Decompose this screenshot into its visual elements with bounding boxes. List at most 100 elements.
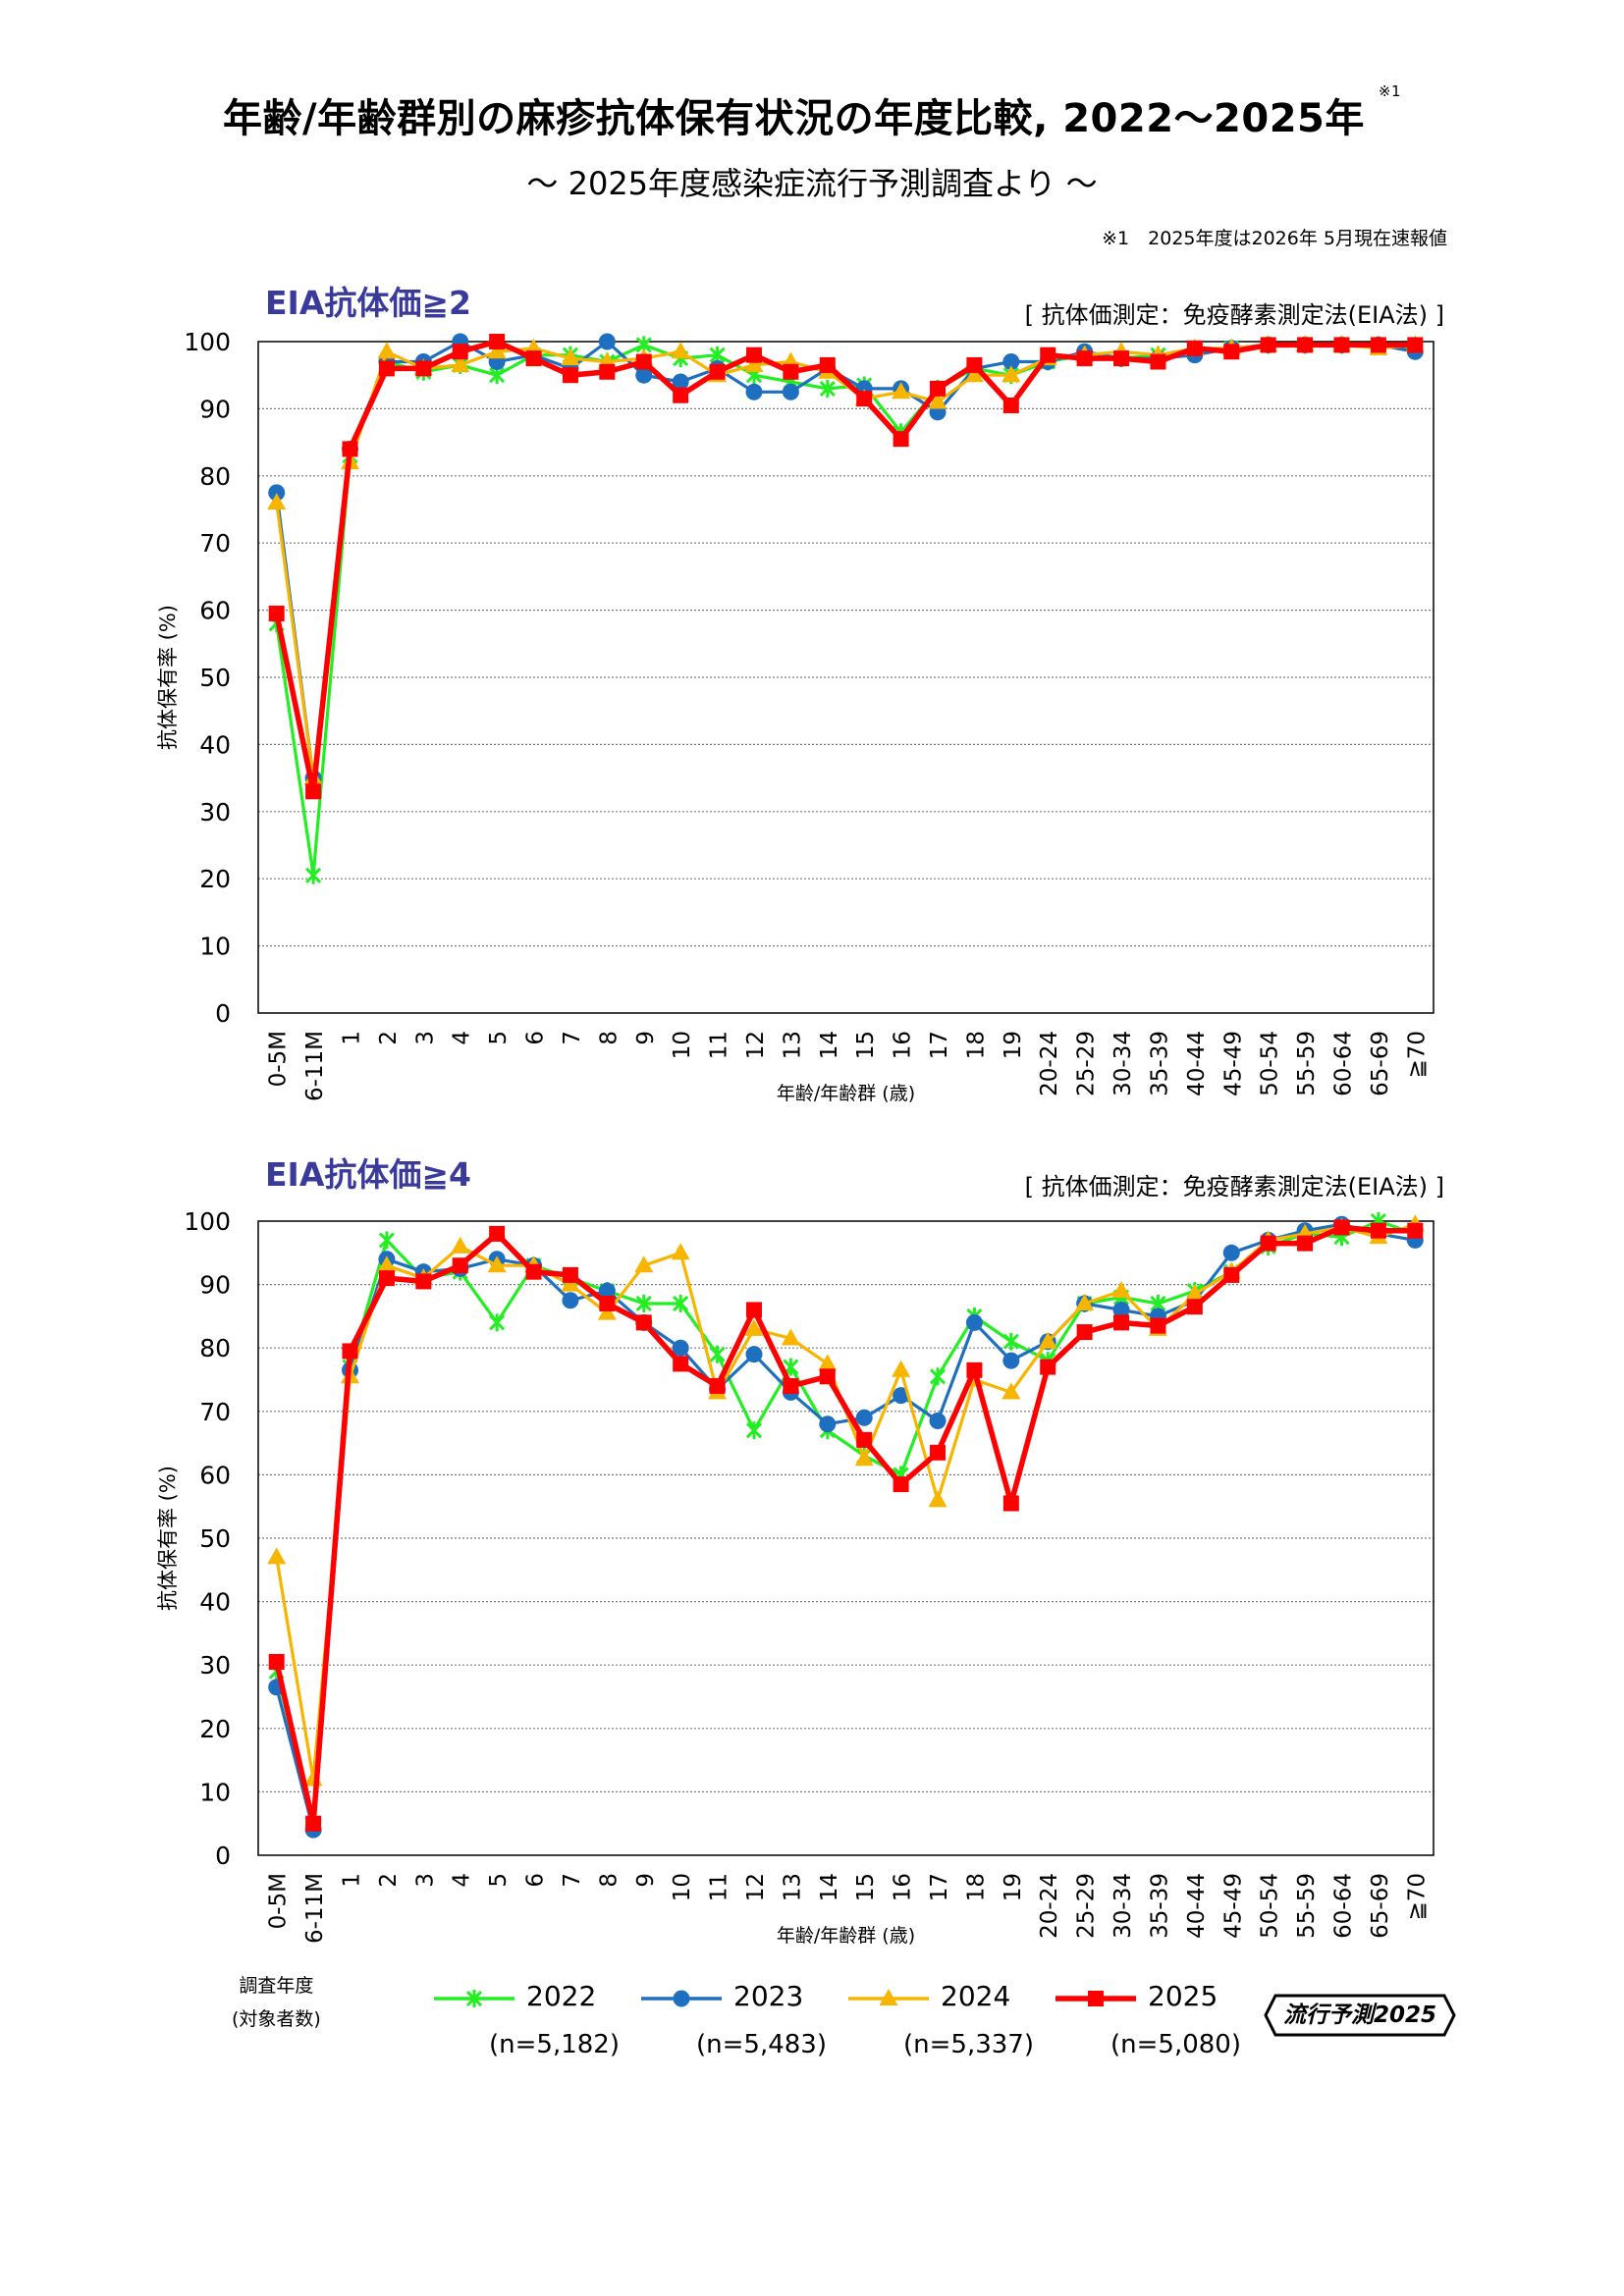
chart1-ytick-label: 60 (199, 597, 231, 625)
chart2-point-2025 (1186, 1299, 1203, 1315)
chart2-point-2024 (781, 1328, 800, 1346)
chart1-point-2025 (1040, 347, 1056, 363)
chart2-point-2025 (489, 1225, 506, 1242)
chart2-point-2025 (893, 1476, 909, 1493)
chart2-point-2023 (1002, 1352, 1020, 1369)
legend-label-2022: 2022 (526, 1980, 597, 2012)
chart1-ytick-label: 10 (199, 933, 231, 961)
chart2-point-2024 (634, 1255, 654, 1273)
chart1-point-2025 (1407, 337, 1424, 353)
chart2-point-2024 (818, 1354, 838, 1371)
chart2-point-2024 (377, 1255, 397, 1273)
chart2-xtick-label: 60-64 (1330, 1873, 1356, 1939)
chart2-xtick-label: 19 (1001, 1873, 1026, 1901)
chart1-series-2023 (268, 333, 1424, 787)
chart2-point-2025 (1333, 1219, 1350, 1236)
chart1-xtick-label: 11 (707, 1031, 732, 1059)
page-title-text: 年齢/年齢群別の麻疹抗体保有状況の年度比較, 2022～2025年 (222, 96, 1365, 141)
chart1-xtick-label: 6-11M (302, 1031, 328, 1101)
chart1-point-2025 (893, 431, 909, 448)
chart2-point-2025 (1370, 1222, 1386, 1239)
chart2-ytick-label: 70 (199, 1398, 231, 1426)
chart1-ytick-label: 30 (199, 798, 231, 827)
chart1-point-2025 (783, 363, 799, 380)
chart1-point-2025 (1186, 340, 1203, 356)
chart1-ytick-label: 50 (199, 664, 231, 692)
chart2-xtick-label: 3 (412, 1873, 438, 1888)
chart2-xtick-label: 11 (707, 1873, 732, 1901)
chart1-point-2025 (709, 363, 726, 380)
chart1-point-2023 (672, 373, 689, 391)
chart1-point-2025 (268, 606, 285, 622)
chart1-plot-frame (257, 341, 1435, 1014)
chart1-point-2025 (856, 391, 873, 407)
chart2-point-2025 (1260, 1235, 1276, 1252)
chart2-point-2022 (378, 1231, 395, 1250)
chart1-point-2023 (268, 484, 286, 502)
chart2-point-2024 (267, 1547, 287, 1565)
chart2-point-2025 (745, 1302, 762, 1318)
chart2-xtick-label: 18 (963, 1873, 989, 1901)
chart2-xtick-label: 6 (523, 1873, 549, 1888)
chart2-ytick-label: 50 (199, 1524, 231, 1553)
chart2-method-note: [ 抗体価測定：免疫酵素測定法(EIA法) ] (1024, 1173, 1444, 1201)
chart1-method-note: [ 抗体価測定：免疫酵素測定法(EIA法) ] (1024, 301, 1444, 329)
chart2-point-2025 (709, 1377, 726, 1394)
chart1-point-2024 (267, 493, 287, 510)
chart2-xtick-label: 40-44 (1184, 1873, 1210, 1939)
chart2-point-2023 (672, 1339, 689, 1357)
chart1-point-2025 (1223, 344, 1240, 360)
chart1-xtick-label: 50-54 (1258, 1031, 1283, 1096)
chart1-point-2023 (1002, 353, 1020, 371)
chart2-point-2025 (1297, 1235, 1314, 1252)
chart2-series-2024 (267, 1214, 1425, 1787)
chart2-xtick-label: 2 (376, 1873, 402, 1888)
chart2-point-2023 (745, 1346, 763, 1363)
legend-swatch-2025 (1056, 1991, 1136, 2006)
chart1-series-2025 (268, 334, 1424, 800)
chart1-xtick-label: 18 (963, 1031, 989, 1059)
legend-label-2025: 2025 (1148, 1980, 1218, 2012)
chart1-point-2024 (451, 354, 470, 372)
legend-caption-year: 調査年度 (239, 1975, 314, 1997)
chart2-xtick-label: 13 (780, 1873, 805, 1901)
chart2-point-2024 (928, 1490, 947, 1508)
chart1-xtick-label: ≧70 (1404, 1031, 1430, 1079)
legend-label-2024: 2024 (941, 1980, 1011, 2012)
chart2-point-2025 (856, 1431, 873, 1448)
chart1-point-2025 (489, 334, 506, 349)
chart1-point-2022 (819, 379, 836, 398)
chart2-point-2025 (268, 1653, 285, 1670)
chart2-ytick-label: 80 (199, 1334, 231, 1362)
chart1-point-2025 (1113, 350, 1130, 367)
chart2-point-2025 (930, 1444, 947, 1461)
chart2-xtick-label: 7 (560, 1873, 585, 1888)
chart2-point-2023 (855, 1409, 873, 1426)
chart2-point-2025 (819, 1368, 836, 1385)
chart1-point-2025 (1076, 350, 1093, 367)
chart2-xtick-label: 15 (853, 1873, 879, 1901)
chart1-series-2024 (267, 335, 1425, 785)
chart1-point-2025 (1297, 337, 1314, 353)
chart2-heading: EIA抗体価≧4 (265, 1155, 471, 1194)
chart2-xtick-label: 4 (450, 1873, 475, 1888)
chart2-point-2025 (1076, 1324, 1093, 1341)
chart1-point-2025 (562, 367, 578, 384)
chart1-point-2022 (305, 866, 322, 884)
chart1-point-2023 (745, 383, 763, 400)
chart1-point-2025 (452, 344, 468, 360)
chart1-xtick-label: 30-34 (1110, 1031, 1136, 1096)
chart1-point-2025 (1260, 337, 1276, 353)
chart2-point-2024 (892, 1360, 911, 1377)
chart1-point-2024 (377, 342, 397, 359)
chart1-point-2024 (928, 392, 947, 409)
page-subtitle: ～ 2025年度感染症流行予測調査より ～ (526, 165, 1098, 202)
chart2-point-2025 (599, 1295, 616, 1311)
chart1-point-2025 (378, 360, 395, 377)
chart2-ytick-label: 100 (184, 1207, 231, 1236)
chart2-point-2025 (452, 1257, 468, 1274)
chart1-ytick-label: 80 (199, 462, 231, 491)
chart2-point-2022 (489, 1313, 506, 1332)
chart2-xtick-label: 6-11M (302, 1873, 328, 1944)
